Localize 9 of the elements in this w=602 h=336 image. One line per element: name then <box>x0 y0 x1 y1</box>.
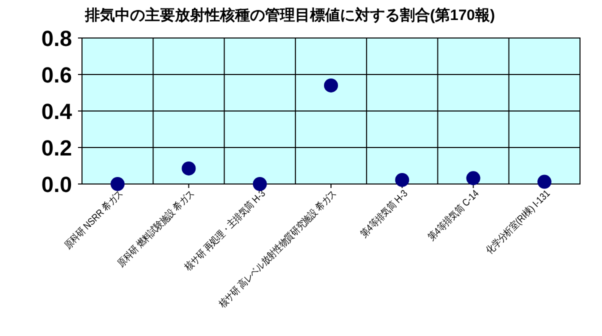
y-tick-label: 0.2 <box>41 136 72 160</box>
chart-title: 排気中の主要放射性核種の管理目標値に対する割合(第170報) <box>84 6 496 24</box>
x-tick-label: 化学分析室(RI棟) I-131 <box>484 188 552 256</box>
x-tick-label: 第4等排気筒 H-3 <box>358 188 410 240</box>
y-tick-label: 0.4 <box>41 99 73 124</box>
y-tick-label: 0.6 <box>41 62 72 88</box>
x-tick-label: 第4等排気筒 C-14 <box>426 188 481 243</box>
y-tick-label: 0.8 <box>41 26 72 51</box>
y-tick-label: 0.0 <box>41 172 72 197</box>
